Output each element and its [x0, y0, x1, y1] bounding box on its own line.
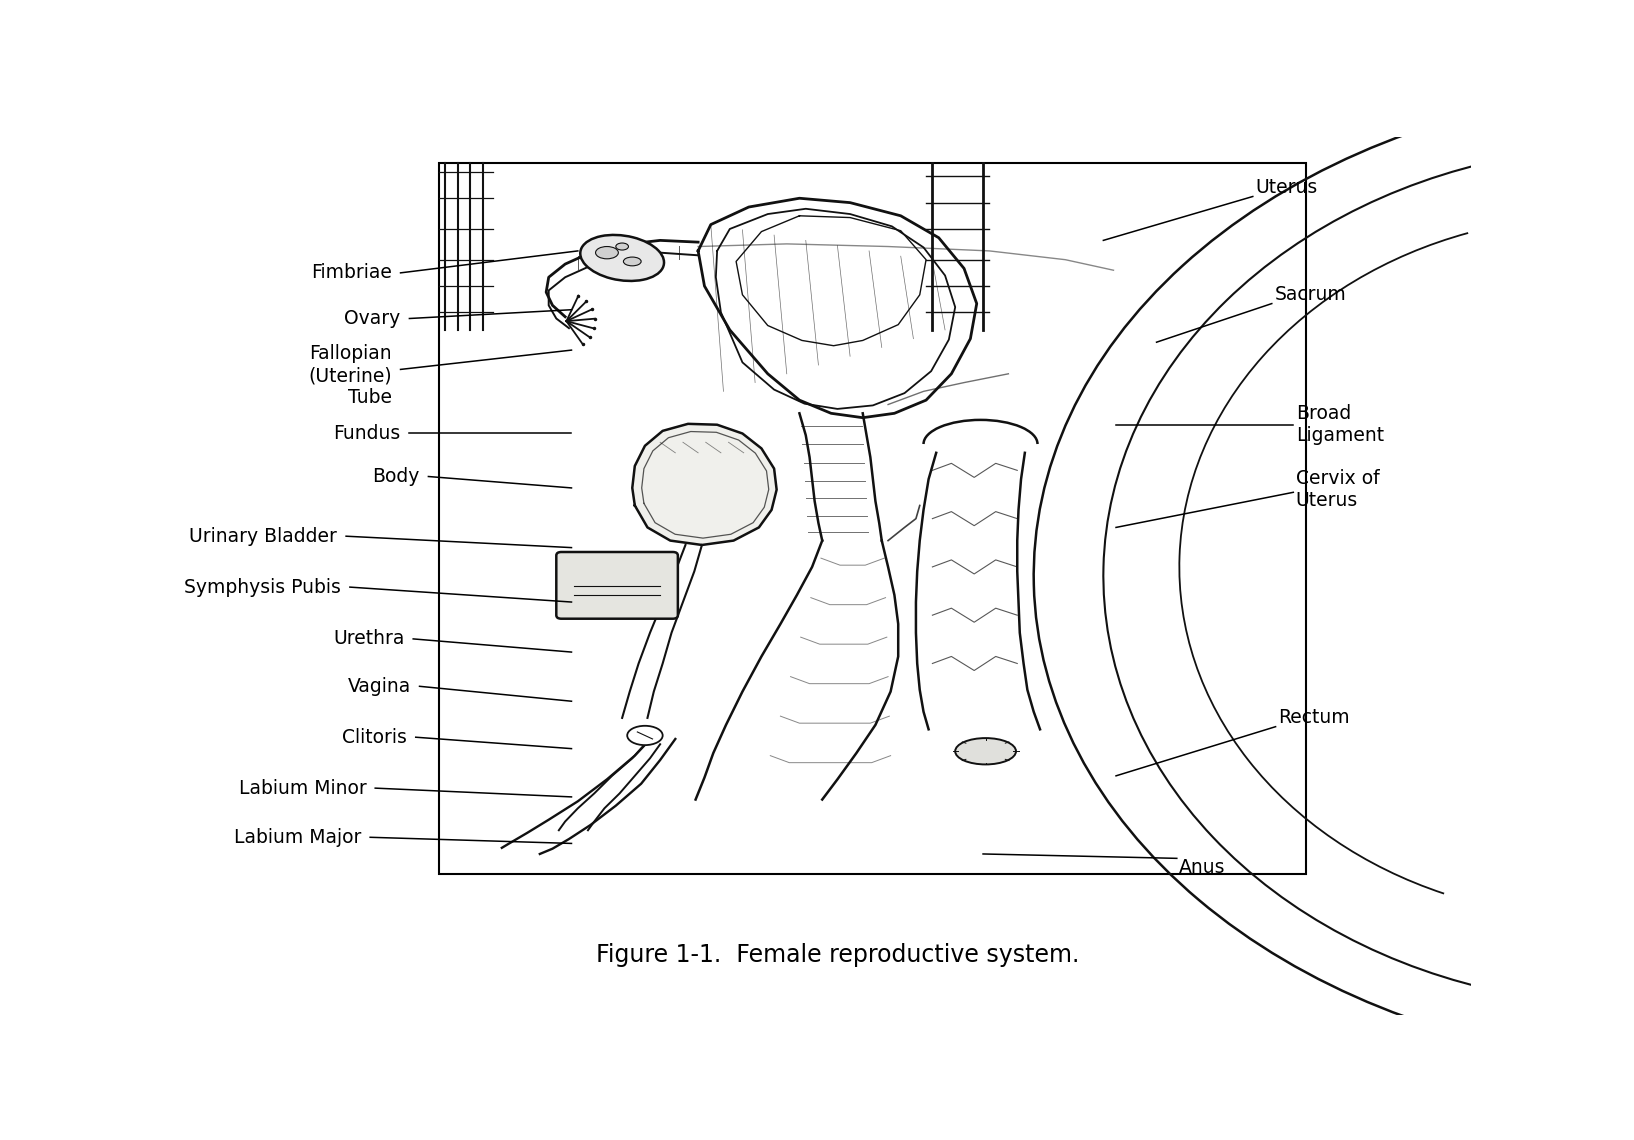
Text: Cervix of
Uterus: Cervix of Uterus: [1296, 470, 1379, 511]
Ellipse shape: [595, 246, 618, 259]
Text: Figure 1-1.  Female reproductive system.: Figure 1-1. Female reproductive system.: [596, 943, 1078, 967]
Text: Ovary: Ovary: [345, 309, 400, 328]
Text: Anus: Anus: [1180, 857, 1226, 877]
Text: Urinary Bladder: Urinary Bladder: [190, 527, 337, 546]
Text: Fundus: Fundus: [333, 424, 400, 443]
Ellipse shape: [956, 738, 1016, 765]
Text: Vagina: Vagina: [348, 677, 410, 695]
Text: Rectum: Rectum: [1278, 708, 1350, 727]
FancyBboxPatch shape: [556, 552, 678, 619]
Text: Labium Major: Labium Major: [234, 828, 361, 847]
Text: Uterus: Uterus: [1255, 178, 1317, 197]
Text: Body: Body: [373, 467, 420, 486]
Text: Labium Minor: Labium Minor: [239, 779, 366, 798]
Bar: [438, 163, 1306, 874]
Text: Clitoris: Clitoris: [342, 727, 407, 747]
Text: Symphysis Pubis: Symphysis Pubis: [185, 578, 342, 596]
Ellipse shape: [580, 235, 663, 280]
Ellipse shape: [616, 243, 629, 250]
Text: Fallopian
(Uterine)
Tube: Fallopian (Uterine) Tube: [309, 344, 392, 407]
Text: Sacrum: Sacrum: [1275, 285, 1346, 304]
Polygon shape: [632, 424, 776, 545]
Text: Urethra: Urethra: [333, 629, 404, 649]
Text: Broad
Ligament: Broad Ligament: [1296, 405, 1384, 446]
Ellipse shape: [624, 256, 641, 266]
Text: Fimbriae: Fimbriae: [310, 263, 392, 283]
Ellipse shape: [627, 726, 663, 746]
